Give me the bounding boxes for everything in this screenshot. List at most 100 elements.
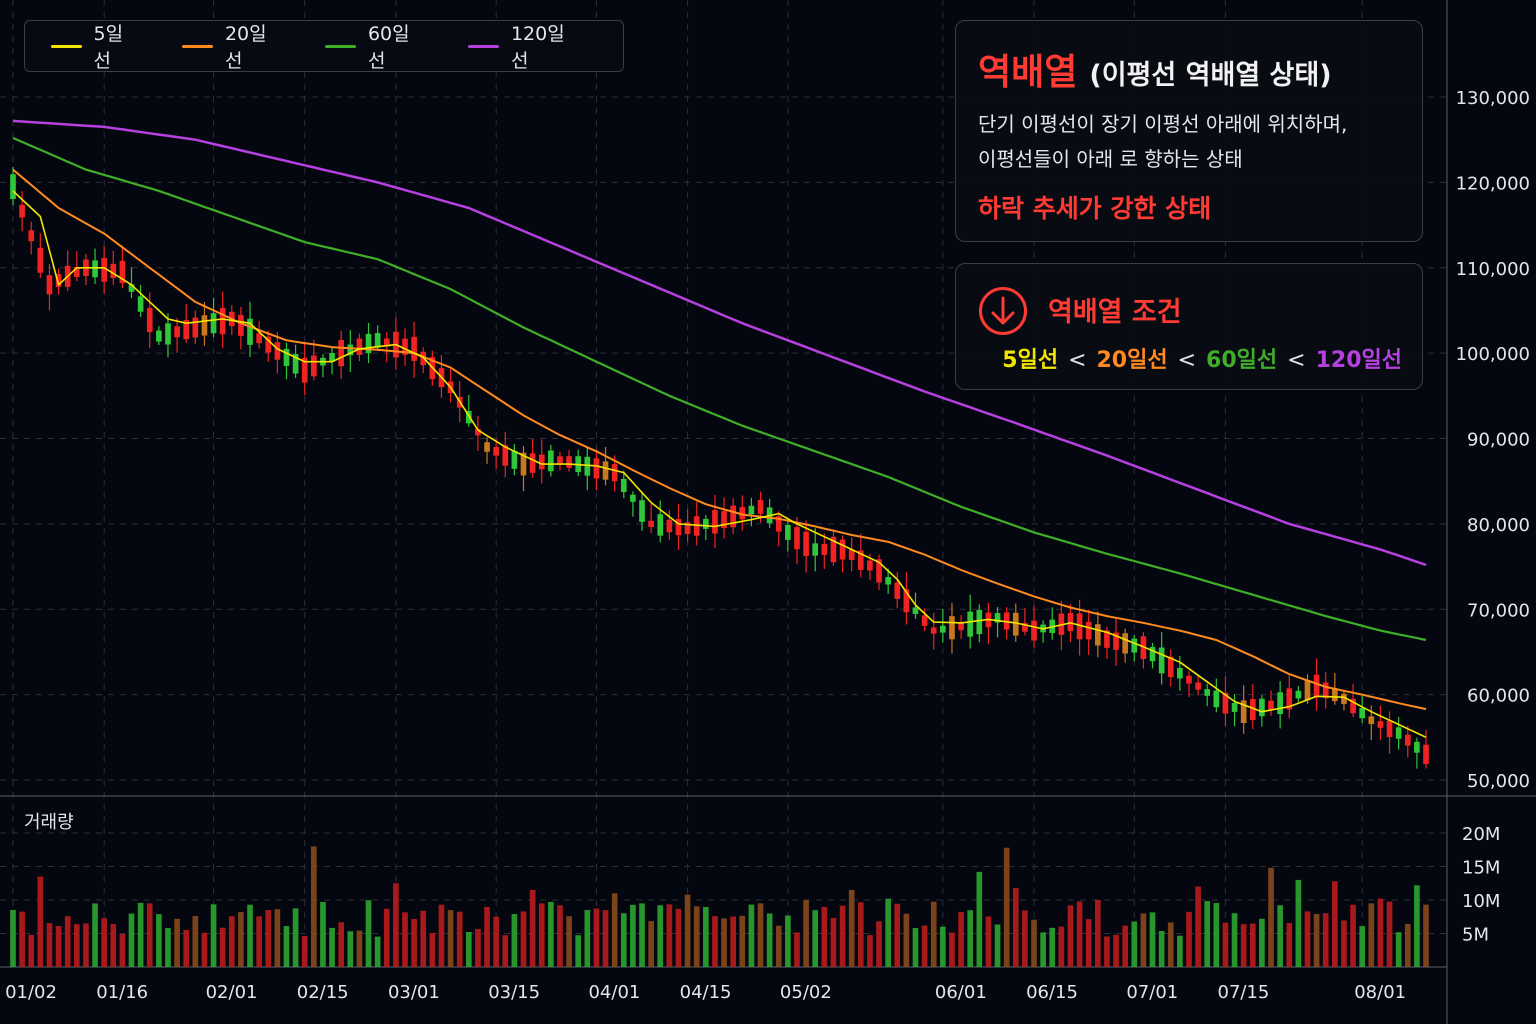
volume-bar xyxy=(1085,919,1092,967)
volume-bar xyxy=(830,917,837,967)
ma-legend: 5일선 20일선 60일선 120일선 xyxy=(24,20,624,72)
volume-bar xyxy=(73,924,80,967)
volume-bar xyxy=(803,900,809,967)
candle-body xyxy=(1022,623,1028,632)
candle-body xyxy=(192,317,199,338)
volume-tick-label: 10M xyxy=(1462,891,1500,912)
candle-body xyxy=(894,582,901,599)
x-tick-label: 01/02 xyxy=(5,982,57,1003)
candle-body xyxy=(1122,633,1128,654)
ma120-line xyxy=(12,119,1427,567)
candle-body xyxy=(721,511,727,529)
volume-bar xyxy=(748,904,755,967)
volume-bar xyxy=(484,906,490,967)
volume-bar xyxy=(739,915,746,967)
volume-bar xyxy=(1104,936,1110,967)
candle-body xyxy=(283,348,290,366)
candle-body xyxy=(128,284,135,292)
volume-bar xyxy=(128,913,135,967)
candle-body xyxy=(693,516,700,536)
candle-body xyxy=(584,456,591,476)
volume-bar xyxy=(320,901,326,967)
legend-item-ma120[interactable]: 120일선 xyxy=(468,19,579,73)
volume-bar xyxy=(1368,903,1375,967)
info-title-main: 역배열 xyxy=(978,52,1078,93)
volume-bar xyxy=(1213,903,1220,967)
candle-body xyxy=(1322,682,1329,699)
volume-bar xyxy=(110,923,117,967)
volume-bar xyxy=(812,910,819,967)
volume-bar xyxy=(648,921,654,967)
x-tick-label: 02/01 xyxy=(206,982,258,1003)
candle-body xyxy=(839,539,846,560)
y-tick-label: 100,000 xyxy=(1456,344,1530,365)
candle-body xyxy=(219,307,226,335)
candle-body xyxy=(1249,699,1256,721)
candle-body xyxy=(1277,692,1283,715)
candle-body xyxy=(1404,734,1411,746)
candle-body xyxy=(511,450,518,469)
legend-item-ma60[interactable]: 60일선 xyxy=(325,19,424,73)
candle-body xyxy=(1259,698,1265,717)
candle-body xyxy=(137,296,144,312)
candle-body xyxy=(566,456,572,468)
candle-body xyxy=(657,514,664,536)
volume-bar xyxy=(684,894,691,967)
volume-bar xyxy=(1067,905,1074,967)
info-trend: 하락 추세가 강한 상태 xyxy=(978,194,1212,223)
candle-body xyxy=(620,478,627,493)
candle-body xyxy=(256,333,262,344)
candle-body xyxy=(1341,693,1347,704)
condition-formula: 5일선 <20일선 <60일선 <120일선 xyxy=(1002,342,1402,374)
candle-body xyxy=(538,454,545,470)
volume-bar xyxy=(1304,911,1311,967)
legend-item-ma5[interactable]: 5일선 xyxy=(51,19,138,73)
candle-body xyxy=(921,615,928,626)
condition-ma120: 120일선 xyxy=(1315,348,1402,373)
legend-item-ma20[interactable]: 20일선 xyxy=(182,19,281,73)
candle-body xyxy=(857,550,864,570)
volume-bar xyxy=(137,902,144,967)
candle-body xyxy=(1031,620,1037,641)
candle-body xyxy=(912,607,919,614)
candle-body xyxy=(994,613,1001,623)
candle-body xyxy=(1076,613,1083,640)
volume-bar xyxy=(529,889,536,967)
candle-body xyxy=(548,450,554,472)
y-tick-label: 50,000 xyxy=(1467,771,1530,792)
candle-body xyxy=(311,355,317,377)
x-tick-label: 06/01 xyxy=(935,982,987,1003)
x-tick-label: 02/15 xyxy=(297,982,349,1003)
y-tick-label: 70,000 xyxy=(1467,600,1530,621)
volume-bar xyxy=(393,883,399,967)
volume-bar xyxy=(28,934,35,967)
candle-body xyxy=(1395,727,1402,739)
candle-body xyxy=(1222,692,1229,714)
volume-bar xyxy=(1359,926,1366,967)
volume-bar xyxy=(1158,931,1165,967)
candle-body xyxy=(940,625,946,633)
candle-body xyxy=(602,461,609,480)
y-tick-label: 120,000 xyxy=(1456,173,1530,194)
volume-bar xyxy=(256,916,262,967)
volume-tick-label: 15M xyxy=(1462,858,1500,879)
volume-bar xyxy=(1332,881,1338,967)
candle-body xyxy=(247,318,253,345)
volume-bar xyxy=(156,914,162,967)
info-desc-line2: 이평선들이 아래 로 향하는 상태 xyxy=(978,147,1243,171)
candle-body xyxy=(502,445,509,466)
volume-bar xyxy=(356,930,363,967)
ma20-line xyxy=(12,168,1427,711)
volume-bar xyxy=(1031,919,1037,967)
candle-body xyxy=(630,494,636,502)
candle-body xyxy=(1131,638,1138,653)
legend-label-ma120: 120일선 xyxy=(510,23,565,72)
volume-bar xyxy=(1341,920,1347,967)
volume-bar xyxy=(876,921,882,967)
candle-body xyxy=(684,522,691,535)
volume-bar xyxy=(365,900,372,967)
candle-body xyxy=(1104,630,1110,648)
volume-bar xyxy=(593,908,600,967)
candle-body xyxy=(520,452,527,476)
